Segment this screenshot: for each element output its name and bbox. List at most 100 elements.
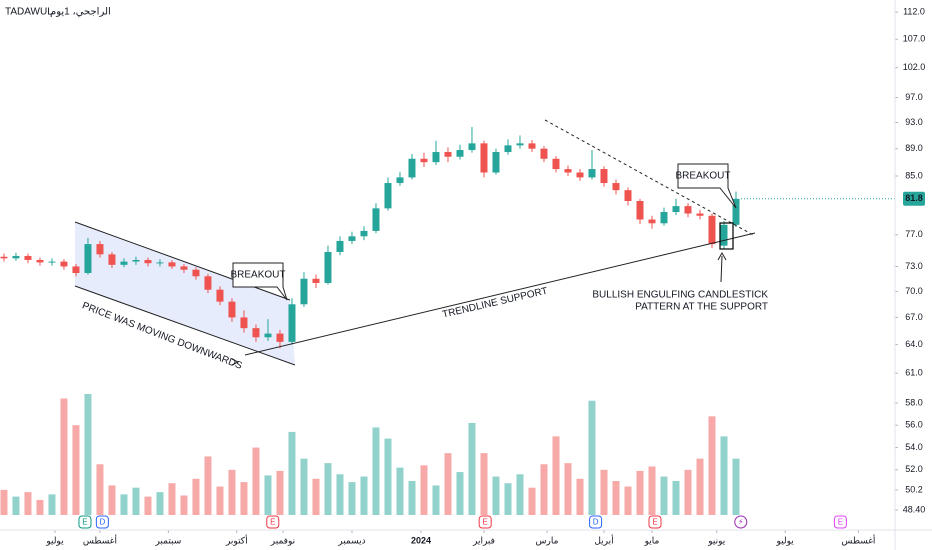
volume-bar: [360, 476, 368, 515]
annotation: BREAKOUT: [675, 171, 730, 182]
y-tick-label: 54.0: [905, 442, 923, 452]
candle-body: [684, 206, 692, 214]
event-marker: [734, 515, 748, 529]
volume-bar: [228, 469, 236, 515]
arrow: [720, 255, 723, 283]
volume-bar: [660, 476, 668, 515]
volume-bar: [192, 478, 200, 515]
event-marker: [78, 515, 92, 529]
candle-body: [264, 333, 272, 338]
volume-bar: [132, 487, 140, 515]
volume-bar: [252, 447, 260, 515]
candle-body: [36, 259, 44, 263]
candle-body: [312, 278, 320, 283]
candle-body: [588, 169, 596, 178]
y-tick-label: 112.0: [903, 6, 925, 16]
candle-body: [144, 259, 152, 264]
arrow-head: [717, 251, 727, 261]
candle-body: [96, 244, 104, 255]
y-tick-label: 56.0: [905, 420, 923, 430]
candle-body: [348, 236, 356, 241]
volume-bar: [492, 476, 500, 515]
volume-bar: [60, 398, 68, 515]
volume-bar: [12, 496, 20, 515]
annotation: BREAKOUT: [230, 270, 285, 281]
x-tick-label: ديسمبر: [337, 535, 365, 545]
volume-bar: [588, 400, 596, 515]
candle-body: [228, 301, 236, 318]
x-tick-label: يوليو: [776, 535, 795, 545]
event-label: E: [483, 518, 488, 527]
y-tick-label: 93.0: [905, 117, 923, 127]
x-tick-label: يونيو: [707, 535, 726, 545]
candle-body: [0, 256, 8, 259]
candle-body: [180, 266, 188, 270]
candle-body: [408, 158, 416, 178]
candle-body: [648, 219, 656, 224]
candle-body: [168, 262, 176, 267]
x-tick-label: نوفمبر: [270, 535, 295, 545]
candle-body: [612, 183, 620, 191]
candle-body: [432, 152, 440, 163]
volume-bar: [624, 486, 632, 515]
candle-body: [600, 169, 608, 184]
y-tick-label: 50.2: [905, 484, 923, 494]
candle-body: [384, 183, 392, 209]
candle-body: [636, 200, 644, 220]
volume-bar: [696, 458, 704, 515]
candle-body: [696, 213, 704, 216]
event-marker: [478, 515, 492, 529]
y-tick-label: 64.0: [905, 339, 923, 349]
volume-bar: [168, 483, 176, 515]
x-tick-label: أكتوبر: [225, 534, 248, 545]
y-tick-label: 48.40: [903, 504, 926, 514]
y-tick-label: 58.0: [905, 397, 923, 407]
y-tick-label: 61.0: [905, 368, 923, 378]
volume-bar: [456, 472, 464, 515]
y-tick-label: 89.0: [905, 143, 923, 153]
annotation: BULLISH ENGULFING CANDLESTICK: [592, 290, 768, 301]
event-marker: [266, 515, 280, 529]
volume-bar: [612, 480, 620, 515]
volume-bar: [24, 492, 32, 515]
x-tick-label: أبريل: [594, 534, 613, 545]
volume-bar: [288, 431, 296, 515]
x-tick-label: أغسطس: [83, 534, 117, 545]
volume-bar: [96, 464, 104, 515]
candle-body: [336, 240, 344, 252]
volume-bar: [540, 464, 548, 515]
last-price-box: [903, 191, 925, 206]
volume-bar: [324, 463, 332, 515]
y-tick-label: 85.0: [905, 170, 923, 180]
candle-body: [72, 266, 80, 273]
candle-body: [240, 317, 248, 329]
candle-body: [516, 143, 524, 146]
x-tick-label: فبراير: [472, 535, 495, 545]
chart-title: الراجحي، 1يوم: [50, 7, 111, 18]
event-marker: [95, 515, 109, 529]
data-marks: 112.0 107.0 102.0 97.0 93.0 89.0 85.0 77.0 73.0 7…: [0, 6, 925, 545]
candle-body: [288, 304, 296, 342]
candle-body: [480, 143, 488, 173]
arrow-head: [231, 358, 240, 366]
volume-bar: [336, 474, 344, 515]
candle-body: [132, 259, 140, 262]
volume-bar: [300, 458, 308, 515]
event-label: E: [838, 518, 843, 527]
event-label: E: [82, 518, 87, 527]
event-label: D: [99, 518, 105, 527]
volume-bar: [216, 486, 224, 515]
volume-bar: [468, 422, 476, 515]
candle-body: [60, 261, 68, 267]
trendline-support: [244, 232, 756, 356]
candle-body: [48, 261, 56, 263]
candle-body: [576, 172, 584, 178]
volume-bar: [180, 495, 188, 515]
volume-bar: [72, 425, 80, 515]
candle-body: [624, 190, 632, 201]
volume-bar: [576, 478, 584, 515]
volume-bar: [708, 416, 716, 515]
engulfing-box: [719, 222, 734, 250]
volume-bar: [564, 463, 572, 515]
